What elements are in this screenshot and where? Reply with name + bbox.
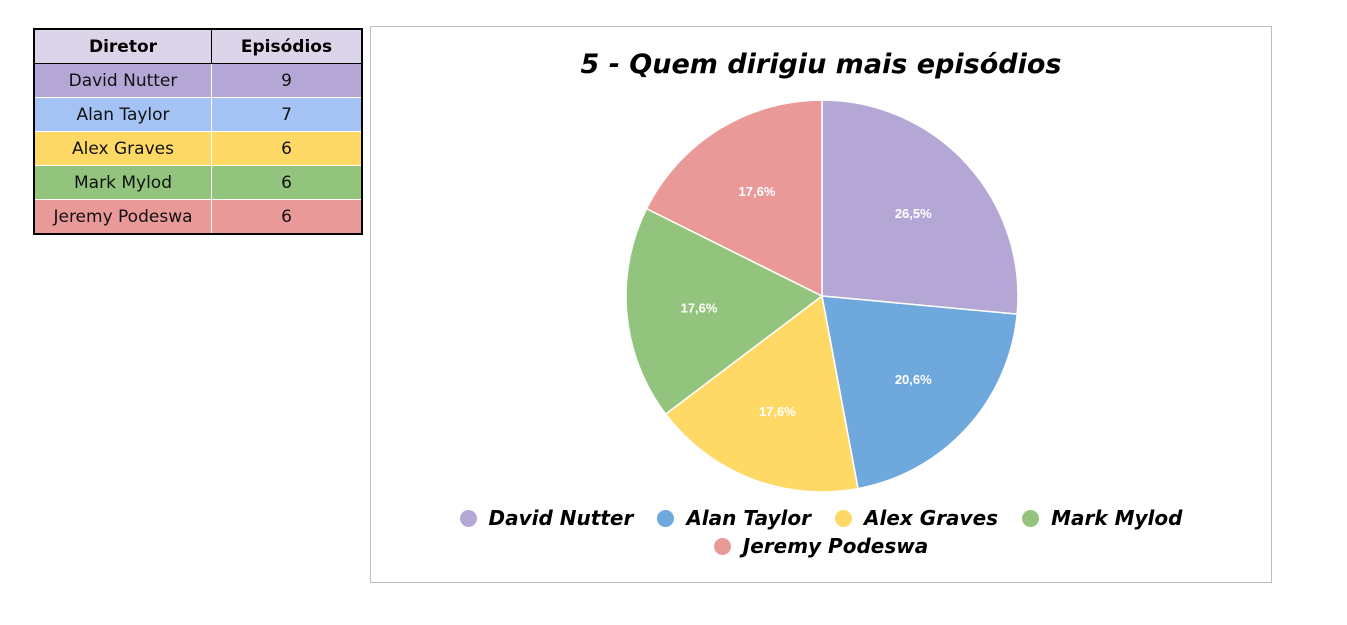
legend-item: Jeremy Podeswa (713, 532, 929, 560)
pie-slice-alan-taylor (821, 295, 1018, 490)
legend-item: Alex Graves (835, 504, 998, 532)
legend-dot-icon (835, 509, 853, 527)
legend-label: David Nutter (488, 506, 634, 530)
legend-item: Mark Mylod (1022, 504, 1182, 532)
legend-label: Alan Taylor (686, 506, 812, 530)
legend-dot-icon (657, 509, 675, 527)
slice-percent-label: 26,5% (895, 206, 932, 221)
chart-title: 5 - Quem dirigiu mais episódios (580, 49, 1062, 80)
slice-percent-label: 20,6% (895, 372, 932, 387)
header-episodios: Episódios (211, 28, 363, 64)
table-row: Alex Graves 6 (33, 131, 363, 166)
cell-episodios: 6 (211, 199, 363, 235)
legend-dot-icon (713, 537, 731, 555)
table-row: Jeremy Podeswa 6 (33, 199, 363, 235)
table-header-row: Diretor Episódios (33, 28, 363, 64)
cell-episodios: 6 (211, 131, 363, 166)
legend-dot-icon (1022, 509, 1040, 527)
slice-percent-label: 17,6% (681, 300, 718, 315)
legend-label: Jeremy Podeswa (742, 534, 929, 558)
data-table: Diretor Episódios David Nutter 9 Alan Tayl… (33, 28, 363, 235)
cell-episodios: 9 (211, 63, 363, 98)
pie-slice-alex-graves (664, 294, 859, 493)
cell-diretor: Alan Taylor (33, 97, 212, 132)
slice-percent-label: 17,6% (739, 184, 776, 199)
cell-diretor: David Nutter (33, 63, 212, 98)
table-row: Alan Taylor 7 (33, 97, 363, 132)
pie-svg: 26,5% 20,6% 17,6% 17,6% 17,6% (625, 99, 1019, 493)
table-row: Mark Mylod 6 (33, 165, 363, 200)
legend-dot-icon (459, 509, 477, 527)
pie-chart: 5 - Quem dirigiu mais episódios 26,5% 20,… (370, 26, 1272, 583)
header-diretor: Diretor (33, 28, 212, 64)
pie-slice-mark-mylod (625, 207, 824, 416)
legend-row: David Nutter Alan Taylor Alex Graves Mark M… (371, 504, 1271, 532)
legend-label: Mark Mylod (1051, 506, 1183, 530)
table-row: David Nutter 9 (33, 63, 363, 98)
pie-slice-jeremy-podeswa (645, 99, 823, 298)
legend-item: Alan Taylor (657, 504, 811, 532)
cell-diretor: Alex Graves (33, 131, 212, 166)
legend-item: David Nutter (459, 504, 634, 532)
cell-diretor: Jeremy Podeswa (33, 199, 212, 235)
cell-episodios: 7 (211, 97, 363, 132)
pie-slice-david-nutter (821, 99, 1019, 315)
slice-percent-label: 17,6% (759, 404, 796, 419)
legend-row: Jeremy Podeswa (371, 532, 1271, 560)
legend-label: Alex Graves (864, 506, 999, 530)
cell-diretor: Mark Mylod (33, 165, 212, 200)
cell-episodios: 6 (211, 165, 363, 200)
chart-legend: David Nutter Alan Taylor Alex Graves Mark M… (371, 504, 1271, 560)
